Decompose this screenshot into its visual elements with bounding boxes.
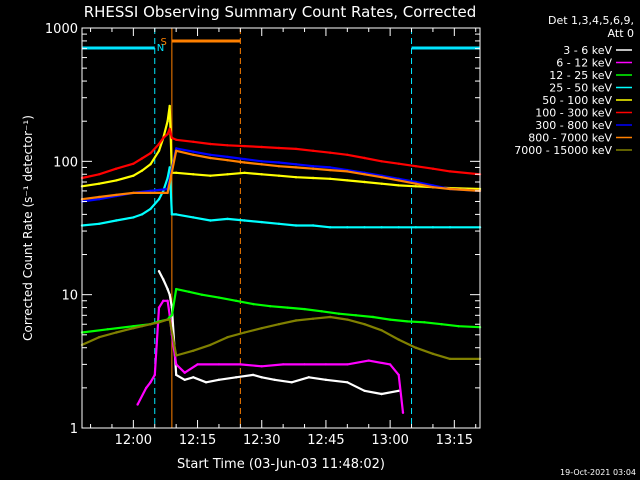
x-tick-label: 12:45 bbox=[307, 433, 344, 448]
series-line bbox=[81, 166, 480, 229]
legend-header: Det 1,3,4,5,6,9, bbox=[548, 14, 634, 27]
x-tick-label: 12:30 bbox=[243, 433, 280, 448]
y-tick-label: 10 bbox=[61, 289, 78, 304]
series-3-6-keV bbox=[157, 270, 400, 396]
series-line bbox=[81, 149, 481, 201]
x-axis-title: Start Time (03-Jun-03 11:48:02) bbox=[177, 457, 385, 472]
plot-frame bbox=[81, 27, 481, 429]
y-axis-title: Corrected Count Rate (s⁻¹ detector⁻¹) bbox=[21, 115, 35, 341]
y-tick-label: 1 bbox=[70, 422, 78, 437]
legend-entry-label: 25 - 50 keV bbox=[549, 82, 612, 95]
chart-title: RHESSI Observing Summary Count Rates, Co… bbox=[84, 3, 477, 21]
legend-entry-label: 800 - 7000 keV bbox=[528, 132, 612, 145]
legend-entry-label: 3 - 6 keV bbox=[563, 44, 612, 57]
saa-label: S bbox=[161, 37, 167, 48]
legend-entry-label: 50 - 100 keV bbox=[542, 94, 612, 107]
x-tick-label: 12:15 bbox=[179, 433, 216, 448]
series-line bbox=[81, 127, 481, 180]
timestamp: 19-Oct-2021 03:04 bbox=[560, 468, 636, 477]
series-100-300-keV bbox=[80, 127, 482, 180]
legend-entry-label: 7000 - 15000 keV bbox=[514, 144, 612, 157]
legend-entry-label: 12 - 25 keV bbox=[549, 69, 612, 82]
night-label: N bbox=[157, 43, 164, 54]
x-tick-label: 13:15 bbox=[436, 433, 473, 448]
x-tick-label: 13:00 bbox=[371, 433, 408, 448]
series-6-12-keV bbox=[136, 299, 405, 414]
y-tick-label: 100 bbox=[53, 155, 78, 170]
y-tick-label: 1000 bbox=[45, 22, 78, 37]
legend-entry-label: 300 - 800 keV bbox=[535, 119, 612, 132]
series-line bbox=[81, 104, 481, 191]
series-line bbox=[81, 147, 481, 203]
series-800-7000-keV bbox=[80, 149, 482, 201]
series-line bbox=[136, 299, 405, 413]
legend-entry-label: 6 - 12 keV bbox=[556, 57, 612, 70]
series-line bbox=[158, 270, 399, 396]
legend-header: Att 0 bbox=[608, 27, 634, 40]
series-line bbox=[81, 315, 480, 360]
legend-entry-label: 100 - 300 keV bbox=[535, 107, 612, 120]
series-7000-15000-keV bbox=[80, 315, 482, 361]
x-tick-label: 12:00 bbox=[115, 433, 152, 448]
